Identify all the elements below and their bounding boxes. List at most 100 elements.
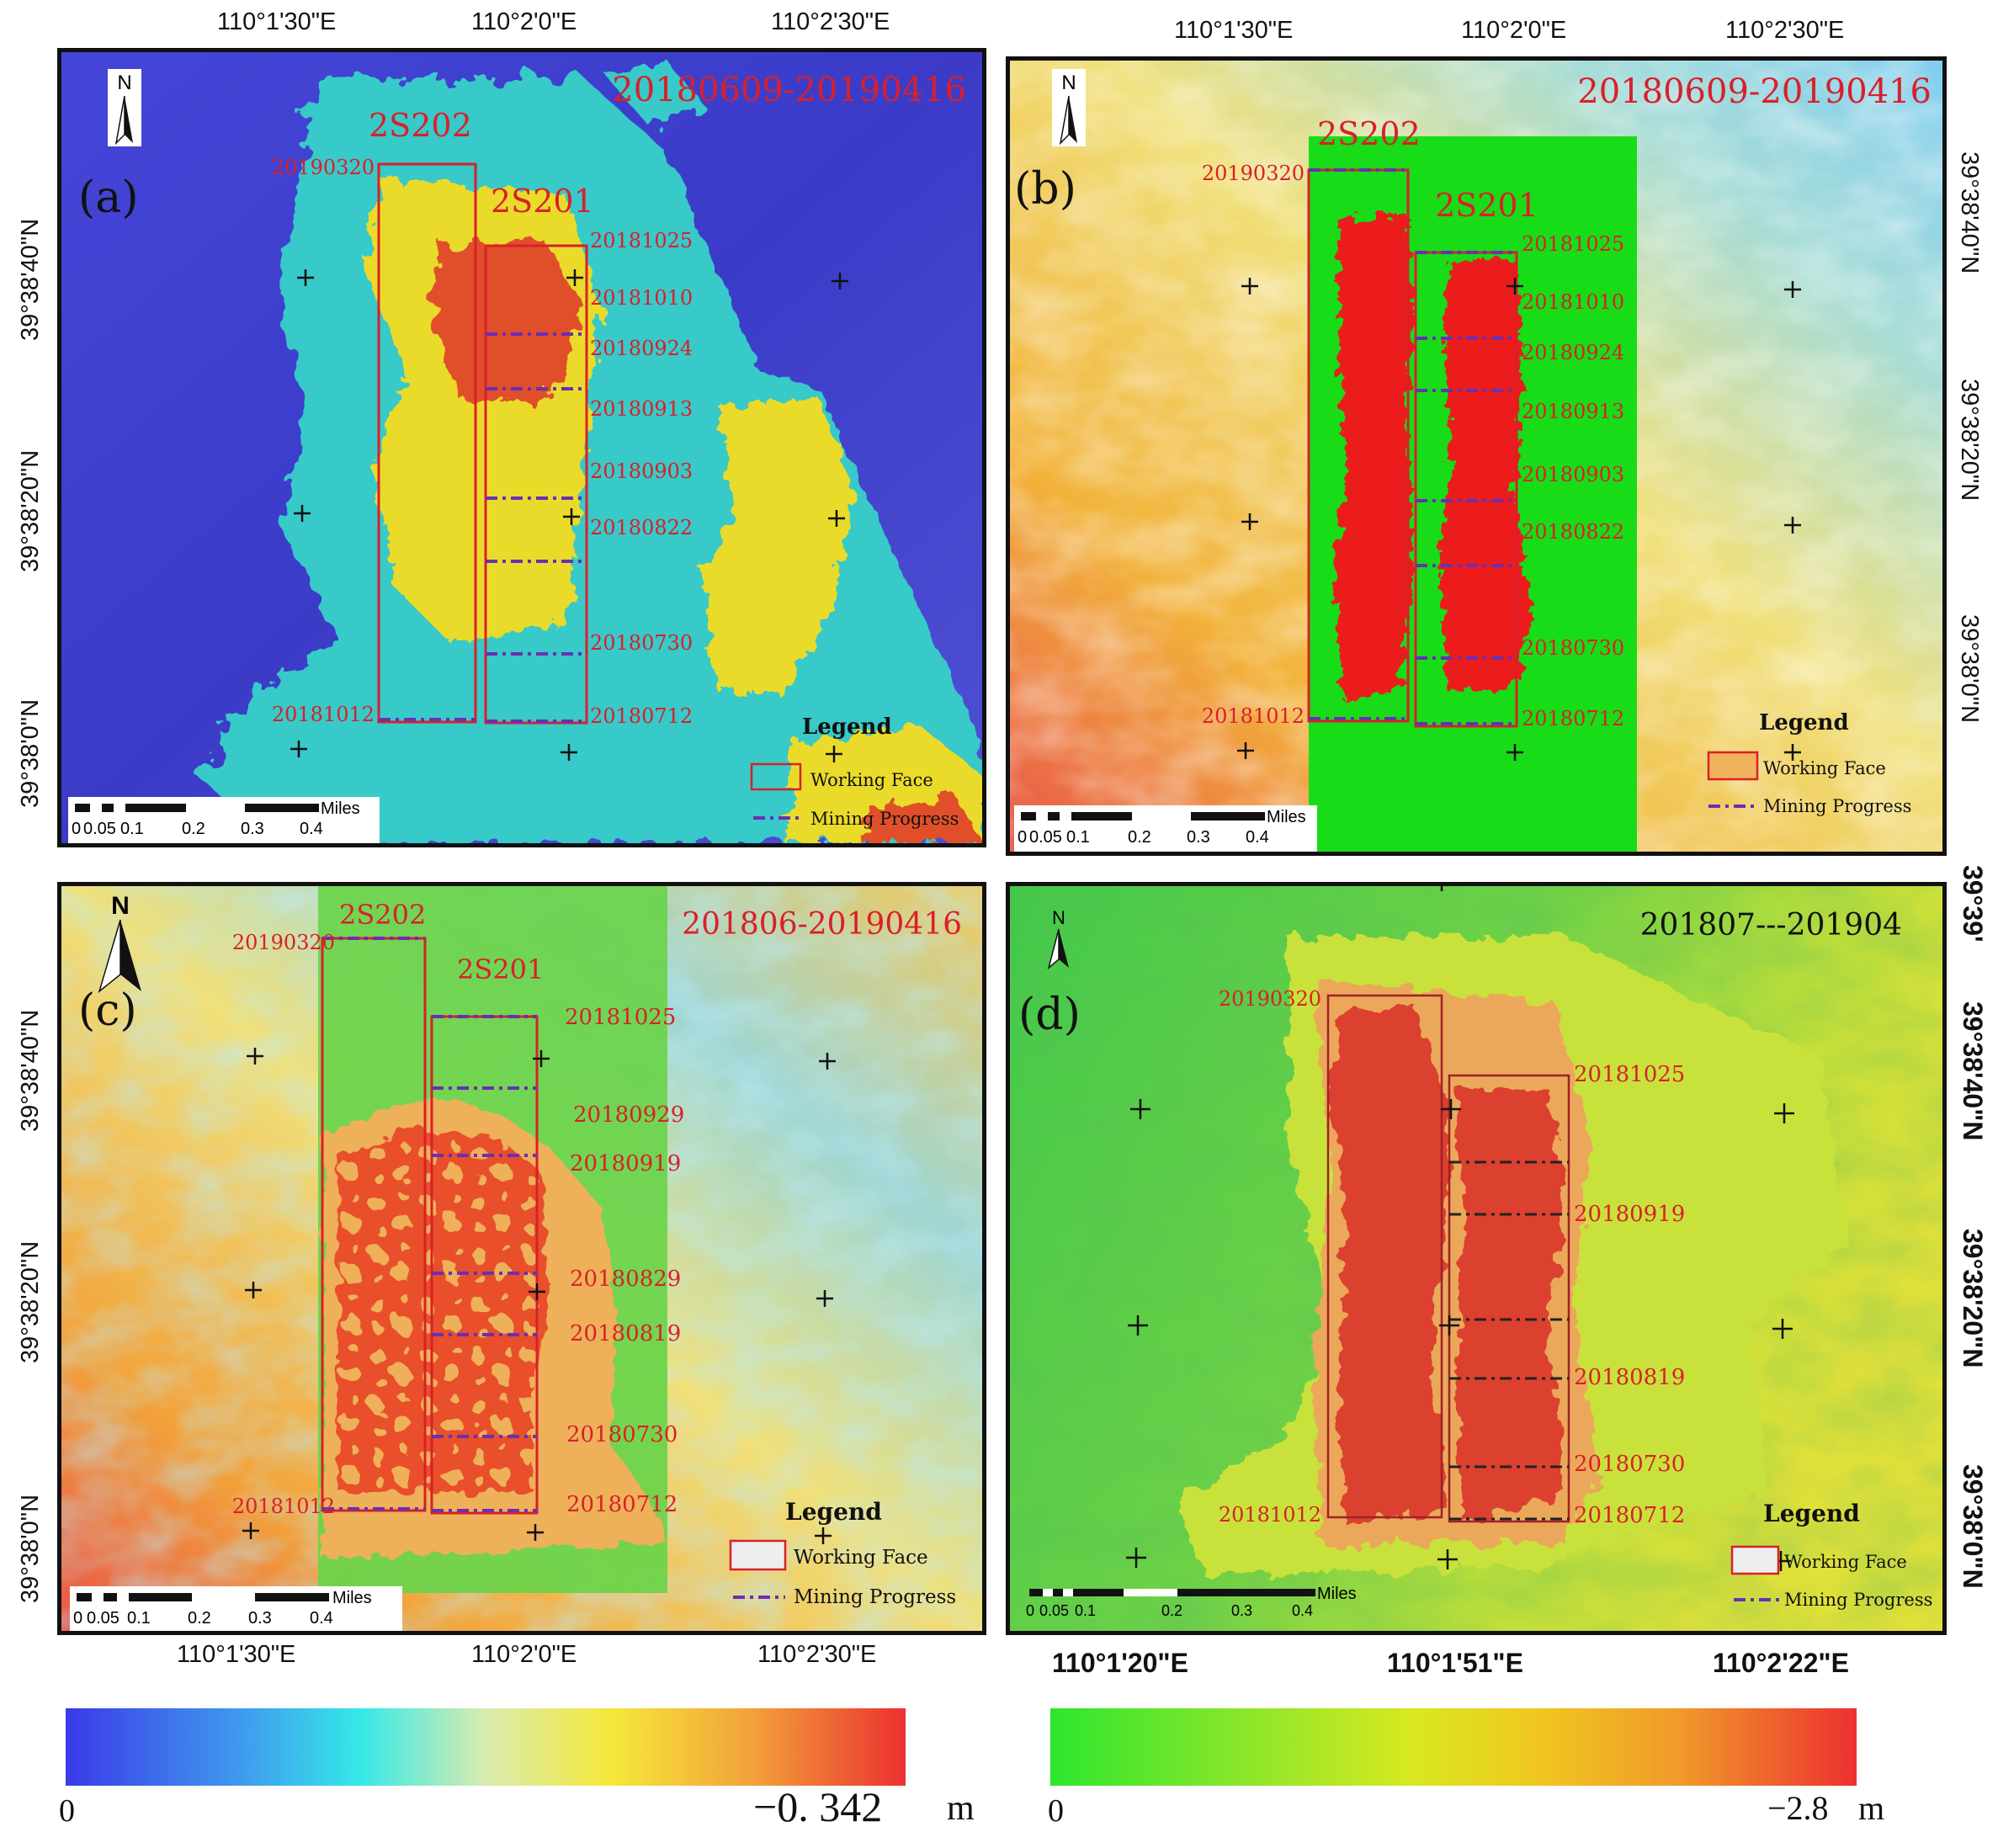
latitude-label: 39°39' [1958, 865, 1988, 943]
colorbar-right-min: 0 [1048, 1793, 1064, 1829]
graticule-cross [1241, 278, 1258, 295]
map-panel-b: N (b) 20180609-20190416 2S202 2S201 2019… [1006, 56, 1947, 856]
longitude-label: 110°2'30"E [1725, 17, 1845, 44]
legend-title: Legend [785, 1498, 882, 1526]
working-face-right [1448, 1074, 1570, 1523]
graticule-cross [1506, 744, 1523, 761]
subsidence-zone [1178, 937, 1852, 1576]
graticule-cross [242, 1522, 259, 1539]
progress-date: 20181010 [590, 286, 693, 310]
legend-title: Legend [802, 714, 892, 740]
legend-mining-progress-label: Mining Progress [810, 809, 959, 829]
date-range-title: 20180609-20190416 [1577, 72, 1932, 111]
scale-bar: Miles 0 0.05 0.1 0.2 0.3 0.4 [1014, 805, 1317, 852]
progress-date: 20180903 [1522, 463, 1624, 486]
progress-date: 20181010 [1522, 290, 1624, 314]
legend-working-face-label: Working Face [794, 1547, 928, 1569]
north-letter: N [117, 72, 131, 94]
graticule-cross [1126, 1548, 1146, 1568]
scale-tick: 0.4 [1292, 1602, 1313, 1619]
colorbar-left [66, 1708, 906, 1786]
scale-unit: Miles [332, 1589, 372, 1607]
map-panel-c: N (c) 201806-20190416 2S202 2S201 201903… [57, 882, 986, 1635]
working-face-2s202 [377, 162, 477, 724]
legend-working-face-swatch [750, 762, 802, 791]
progress-date: 20180819 [1574, 1365, 1685, 1390]
graticule-cross [819, 1053, 836, 1070]
legend-title: Legend [1763, 1500, 1860, 1527]
latitude-label: 39°38'20"N [1958, 1229, 1988, 1368]
left-date-bottom: 20181012 [232, 1495, 335, 1518]
subsidence-zone [322, 1097, 667, 1559]
latitude-label: 39°38'20"N [17, 1240, 44, 1363]
legend: Legend Working Face Mining Progress [750, 714, 959, 829]
date-range-title: 20180609-20190416 [612, 71, 966, 109]
progress-date: 20180903 [590, 459, 693, 483]
graticule-cross [1130, 1099, 1150, 1119]
scale-tick: 0.1 [1066, 828, 1090, 847]
longitude-label: 110°2'0"E [471, 8, 577, 35]
graticule-cross [1772, 1319, 1793, 1339]
scale-tick: 0.1 [120, 820, 144, 838]
graticule-cross [1784, 517, 1801, 534]
north-arrow: N [98, 892, 141, 994]
graticule-cross [563, 508, 580, 525]
subsidence-red-zone [1334, 212, 1532, 700]
latitude-label: 39°38'0"N [17, 698, 44, 808]
longitude-label: 110°2'0"E [1461, 17, 1567, 44]
progress-date: 20180712 [590, 704, 693, 728]
latitude-label: 39°38'0"N [1958, 1464, 1988, 1589]
graticule-cross [1128, 1315, 1148, 1336]
legend: Legend Working Face Mining Progress [1730, 1500, 1932, 1610]
panel-label: (a) [78, 173, 139, 223]
panel-label: (c) [78, 985, 137, 1036]
progress-date: 20180730 [590, 631, 693, 655]
north-arrow: N [1052, 69, 1086, 146]
face-name-2s202: 2S202 [339, 899, 426, 931]
graticule-cross [1784, 281, 1801, 298]
progress-date: 20180822 [1522, 520, 1624, 544]
latitude-label: 39°38'0"N [17, 1494, 44, 1603]
progress-date: 20180919 [1574, 1202, 1685, 1227]
legend-mining-progress-label: Mining Progress [1763, 796, 1911, 816]
face-name-2s202: 2S202 [369, 107, 472, 144]
face-name-2s202: 2S202 [1317, 115, 1421, 152]
legend: Legend Working Face Mining Progress [729, 1498, 956, 1608]
colorbar-left-max: −0. 342 [753, 1783, 883, 1830]
legend: Legend Working Face Mining Progress [1707, 710, 1911, 816]
scale-tick: 0.2 [1161, 1602, 1182, 1619]
graticule-cross [816, 1290, 833, 1307]
graticule-cross [527, 1524, 544, 1541]
progress-date: 20181025 [1574, 1062, 1685, 1087]
graticule-cross [297, 269, 314, 286]
legend-title: Legend [1759, 710, 1849, 735]
latitude-label: 39°38'40"N [1956, 151, 1983, 274]
scale-tick: 0.05 [83, 820, 116, 838]
date-range-title: 201807---201904 [1640, 908, 1902, 943]
scale-tick: 0.4 [310, 1609, 333, 1628]
graticule-cross [247, 1048, 263, 1065]
longitude-label: 110°1'30"E [177, 1641, 296, 1668]
progress-date: 20180913 [1522, 400, 1624, 423]
progress-date: 20180919 [570, 1151, 681, 1176]
progress-date: 20180913 [590, 397, 693, 421]
scale-bar: Miles 0 0.05 0.1 0.2 0.3 0.4 [1026, 1585, 1357, 1619]
progress-date: 20180712 [566, 1492, 678, 1517]
graticule-cross [1439, 1315, 1459, 1336]
colorbar-right-unit: m [1858, 1789, 1885, 1827]
scale-bar: Miles 0 0.05 0.1 0.2 0.3 0.4 [70, 1586, 402, 1631]
scale-tick: 0 [1018, 828, 1027, 847]
progress-date: 20180712 [1522, 707, 1624, 730]
scale-tick: 0.3 [1231, 1602, 1252, 1619]
scale-tick: 0.2 [1128, 828, 1151, 847]
scale-tick: 0.4 [300, 820, 323, 838]
scale-tick: 0 [73, 1609, 82, 1628]
legend-working-face-label: Working Face [1784, 1552, 1907, 1572]
face-name-2s201: 2S201 [1435, 187, 1538, 224]
legend-working-face-label: Working Face [810, 770, 933, 790]
legend-working-face-label: Working Face [1763, 758, 1886, 778]
legend-working-face-swatch [1707, 751, 1759, 781]
scale-tick: 0.1 [127, 1609, 151, 1628]
scale-tick: 0.1 [1075, 1602, 1096, 1619]
colorbar-right-max: −2.8 [1767, 1789, 1829, 1827]
